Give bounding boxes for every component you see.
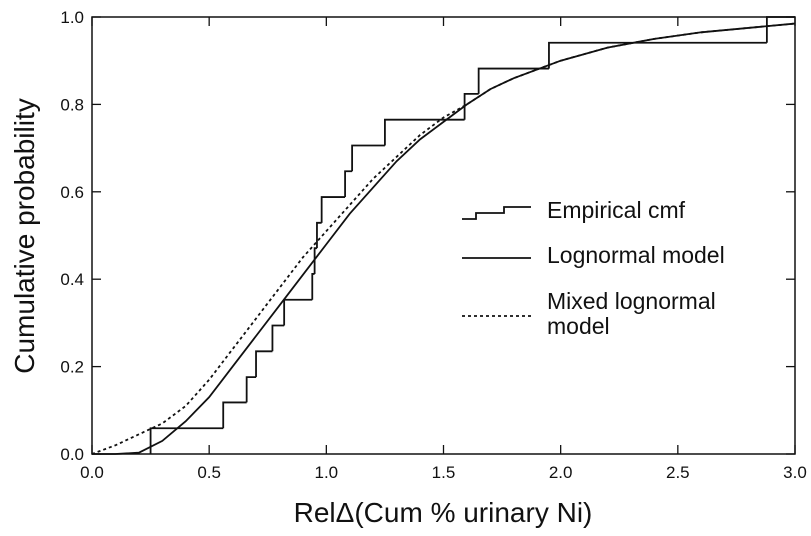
legend-label: Lognormal model bbox=[547, 242, 725, 268]
y-tick-label: 0.4 bbox=[60, 270, 84, 289]
curve bbox=[92, 22, 796, 455]
step bbox=[149, 427, 224, 454]
legend-swatch bbox=[462, 206, 531, 220]
curve bbox=[91, 22, 796, 455]
step bbox=[384, 118, 465, 146]
y-tick-label: 0.8 bbox=[60, 95, 84, 114]
step bbox=[222, 401, 247, 429]
legend-label: Empirical cmf bbox=[547, 197, 686, 223]
x-tick-label: 1.0 bbox=[315, 463, 339, 482]
step bbox=[313, 247, 317, 274]
step bbox=[316, 221, 322, 249]
step bbox=[351, 144, 385, 172]
step bbox=[463, 93, 479, 120]
step bbox=[283, 298, 313, 326]
y-tick-label: 0.6 bbox=[60, 183, 84, 202]
y-tick-label: 0.0 bbox=[60, 445, 84, 464]
step bbox=[271, 324, 285, 352]
x-tick-label: 3.0 bbox=[783, 463, 807, 482]
step bbox=[548, 41, 767, 69]
x-axis-label: RelΔ(Cum % urinary Ni) bbox=[294, 497, 593, 528]
x-tick-label: 0.5 bbox=[197, 463, 221, 482]
x-tick-label: 2.0 bbox=[549, 463, 573, 482]
step bbox=[311, 273, 315, 300]
legend-label: Mixed lognormal model bbox=[547, 288, 716, 339]
step bbox=[344, 170, 353, 198]
y-tick-label: 1.0 bbox=[60, 8, 84, 27]
step bbox=[320, 196, 346, 223]
step bbox=[477, 67, 549, 94]
x-tick-label: 2.5 bbox=[666, 463, 690, 482]
step bbox=[255, 350, 273, 378]
y-tick-label: 0.2 bbox=[60, 358, 84, 377]
y-axis-label: Cumulative probability bbox=[9, 98, 40, 373]
x-tick-label: 1.5 bbox=[432, 463, 456, 482]
plot-frame bbox=[91, 16, 796, 455]
step bbox=[765, 16, 795, 43]
x-tick-label: 0.0 bbox=[80, 463, 104, 482]
step bbox=[245, 376, 257, 403]
